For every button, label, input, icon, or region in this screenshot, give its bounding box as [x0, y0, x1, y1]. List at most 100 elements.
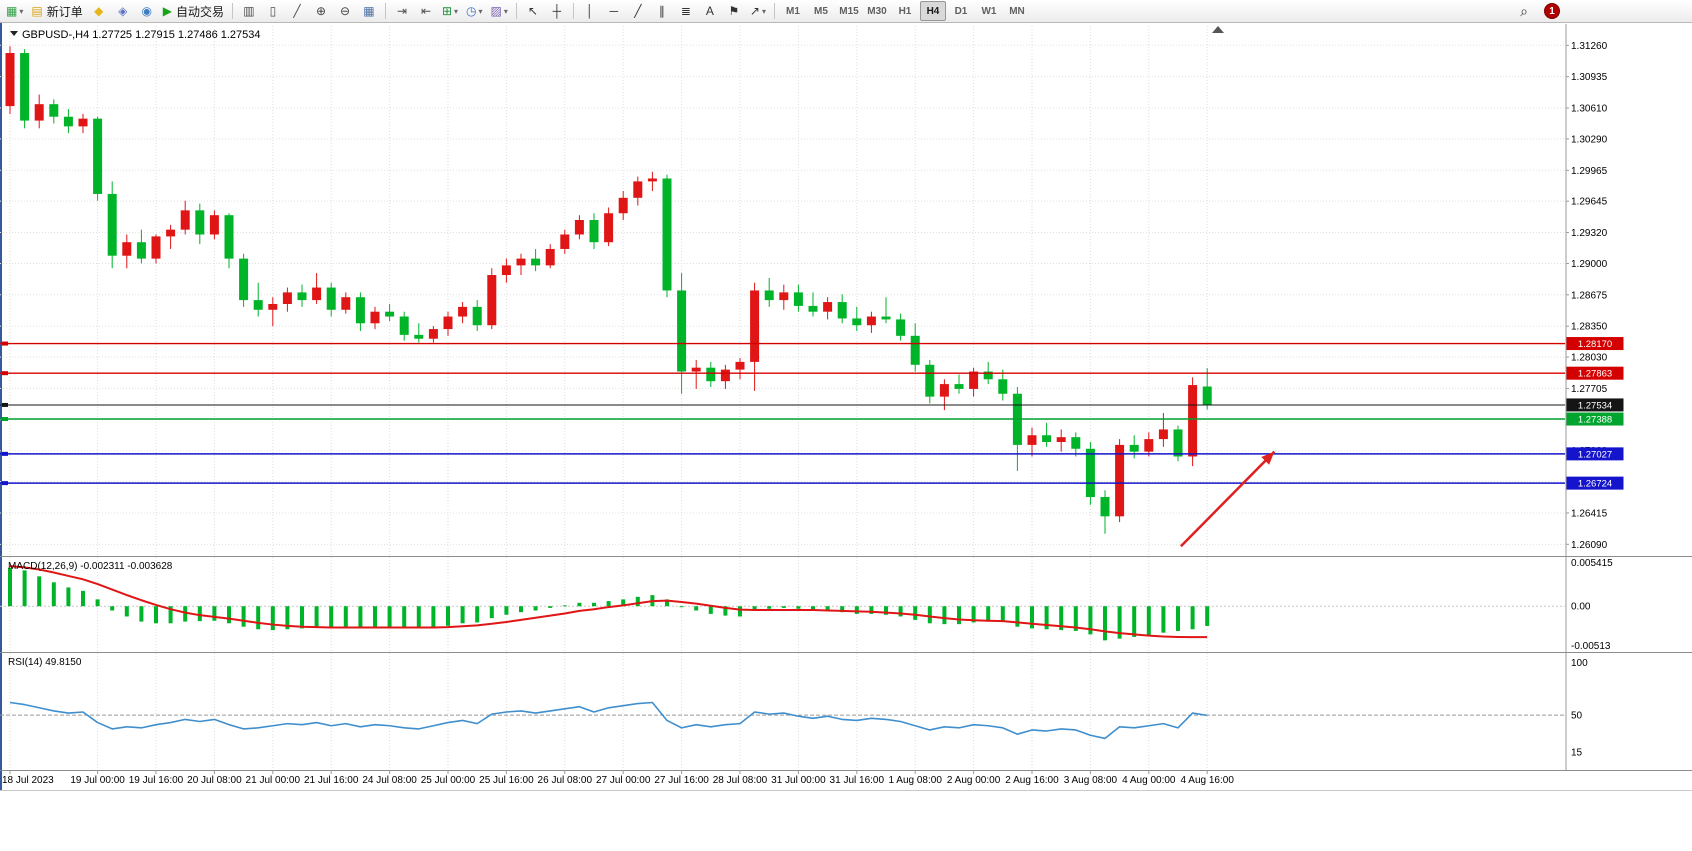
hline-anchor[interactable]	[2, 481, 8, 486]
timeframe-h4[interactable]: H4	[919, 1, 946, 21]
candle-down	[983, 371, 993, 380]
line-chart-mode-button[interactable]: ╱	[286, 1, 308, 21]
time-axis-label: 31 Jul 00:00	[771, 775, 826, 786]
macd-histogram-bar	[971, 606, 976, 623]
macd-histogram-bar	[489, 606, 494, 619]
auto-trading-button[interactable]: ▶ 自动交易	[160, 1, 227, 21]
timeframe-m1[interactable]: M1	[786, 5, 800, 17]
new-chart-dropdown-icon[interactable]: ▾	[19, 6, 24, 16]
bar-chart-mode-button[interactable]: ▥	[238, 1, 260, 21]
periods-dropdown-icon[interactable]: ▾	[478, 6, 483, 16]
macd-histogram-bar	[475, 606, 480, 623]
timeframe-h1[interactable]: H1	[898, 5, 912, 17]
chart-title: GBPUSD-,H4 1.27725 1.27915 1.27486 1.275…	[22, 29, 261, 41]
arrows-tool-dropdown-icon[interactable]: ▾	[761, 6, 766, 16]
macd-histogram-bar	[270, 606, 275, 631]
new-chart-button[interactable]: ▦ ▾	[3, 1, 26, 21]
candle-up	[735, 361, 745, 370]
arrows-tool-button[interactable]: ↗ ▾	[747, 1, 769, 21]
candlestick-mode-button[interactable]: ▯	[262, 1, 284, 21]
vertical-line-tool-button[interactable]: │	[579, 1, 601, 21]
timeframe-m30[interactable]: M30	[867, 5, 887, 17]
macd-histogram-bar	[8, 567, 12, 607]
price-badge-label: 1.28170	[1578, 339, 1612, 350]
trend-arrow-annotation[interactable]	[1180, 450, 1276, 548]
text-tool-icon: A	[705, 4, 714, 18]
terminal-button[interactable]: ◉	[136, 1, 158, 21]
macd-histogram-bar	[1015, 606, 1020, 627]
timeframe-m15[interactable]: M15	[839, 5, 859, 17]
indicators-dropdown-icon[interactable]: ▾	[454, 6, 459, 16]
hline-anchor[interactable]	[2, 402, 8, 407]
horizontal-line-tool-button[interactable]: ─	[603, 1, 625, 21]
templates-dropdown-icon[interactable]: ▾	[503, 6, 508, 16]
candle-up	[34, 104, 44, 121]
candle-down	[20, 53, 30, 121]
candle-up	[180, 210, 190, 230]
chart-shift-button[interactable]: ⇤	[415, 1, 437, 21]
new-order-button[interactable]: ▤ 新订单	[28, 1, 85, 21]
window-menu-icon[interactable]	[10, 31, 18, 36]
macd-axis-label: 0.005415	[1571, 558, 1613, 569]
macd-histogram-bar	[723, 606, 728, 616]
channel-tool-button[interactable]: ∥	[651, 1, 673, 21]
candle-up	[1158, 429, 1168, 440]
hline-anchor[interactable]	[2, 417, 8, 422]
macd-axis-label: -0.00513	[1571, 641, 1611, 652]
chart-background[interactable]	[0, 23, 1692, 791]
zoom-out-button[interactable]: ⊖	[334, 1, 356, 21]
price-badge-label: 1.27534	[1578, 400, 1612, 411]
label-tool-button[interactable]: ⚑	[723, 1, 745, 21]
time-axis[interactable]: 18 Jul 2023 19 Jul 00:00 19 Jul 16:00 20 Ju…	[2, 770, 1234, 786]
macd-histogram-bar	[1161, 606, 1166, 633]
horizontal-line-objects[interactable]	[0, 341, 1565, 486]
candle-up	[1056, 437, 1066, 443]
trendline-tool-button[interactable]: ╱	[627, 1, 649, 21]
candle-down	[414, 334, 424, 339]
auto-trading-icon: ▶	[162, 4, 172, 18]
trend-arrow-head[interactable]	[1261, 451, 1275, 465]
price-axis-label: 1.29320	[1571, 228, 1608, 239]
hline-anchor[interactable]	[2, 371, 8, 376]
macd-histogram-bar	[986, 606, 991, 622]
toolbar-separator	[515, 3, 517, 19]
candle-down	[195, 210, 205, 235]
auto-scroll-button[interactable]: ⇥	[391, 1, 413, 21]
timeframe-w1[interactable]: W1	[981, 5, 997, 17]
zoom-in-button[interactable]: ⊕	[310, 1, 332, 21]
macd-histogram-bar	[548, 606, 553, 608]
market-watch-button[interactable]: ◆	[88, 1, 110, 21]
chart-shift-marker[interactable]	[1212, 26, 1224, 33]
cursor-button[interactable]: ↖	[522, 1, 544, 21]
time-axis-label: 3 Aug 08:00	[1064, 775, 1118, 786]
macd-histogram-bar	[37, 576, 42, 607]
periods-button[interactable]: ◷ ▾	[463, 1, 486, 21]
macd-histogram-bar	[1190, 606, 1195, 630]
search-button[interactable]: ⌕	[1513, 1, 1535, 21]
timeframe-m5[interactable]: M5	[814, 5, 828, 17]
trend-arrow-line[interactable]	[1180, 450, 1276, 548]
macd-histogram-bar	[446, 606, 450, 626]
hline-anchor[interactable]	[2, 341, 8, 346]
timeframe-d1[interactable]: D1	[954, 5, 968, 17]
fibonacci-tool-button[interactable]: ≣	[675, 1, 697, 21]
candle-down	[239, 258, 249, 301]
navigator-button[interactable]: ◈	[112, 1, 134, 21]
price-axis[interactable]: 1.31260 1.30935 1.30610 1.30290 1.29965 1.296…	[1565, 24, 1624, 770]
crosshair-button[interactable]: ┼	[546, 1, 568, 21]
hline-anchor[interactable]	[2, 451, 8, 456]
auto-trading-label: 自动交易	[175, 4, 224, 19]
templates-button[interactable]: ▨ ▾	[488, 1, 511, 21]
notification-badge[interactable]: 1	[1544, 3, 1560, 19]
text-tool-button[interactable]: A	[699, 1, 721, 21]
label-tool-icon: ⚑	[728, 4, 740, 18]
indicators-button[interactable]: ⊞ ▾	[439, 1, 461, 21]
timeframe-mn[interactable]: MN	[1009, 5, 1025, 17]
candle-up	[282, 292, 292, 304]
price-badge-1.27534	[1566, 398, 1624, 412]
candle-down	[589, 220, 599, 243]
tile-windows-button[interactable]: ▦	[358, 1, 380, 21]
zoom-out-icon: ⊖	[339, 4, 350, 18]
panel-separators[interactable]	[0, 556, 1692, 771]
